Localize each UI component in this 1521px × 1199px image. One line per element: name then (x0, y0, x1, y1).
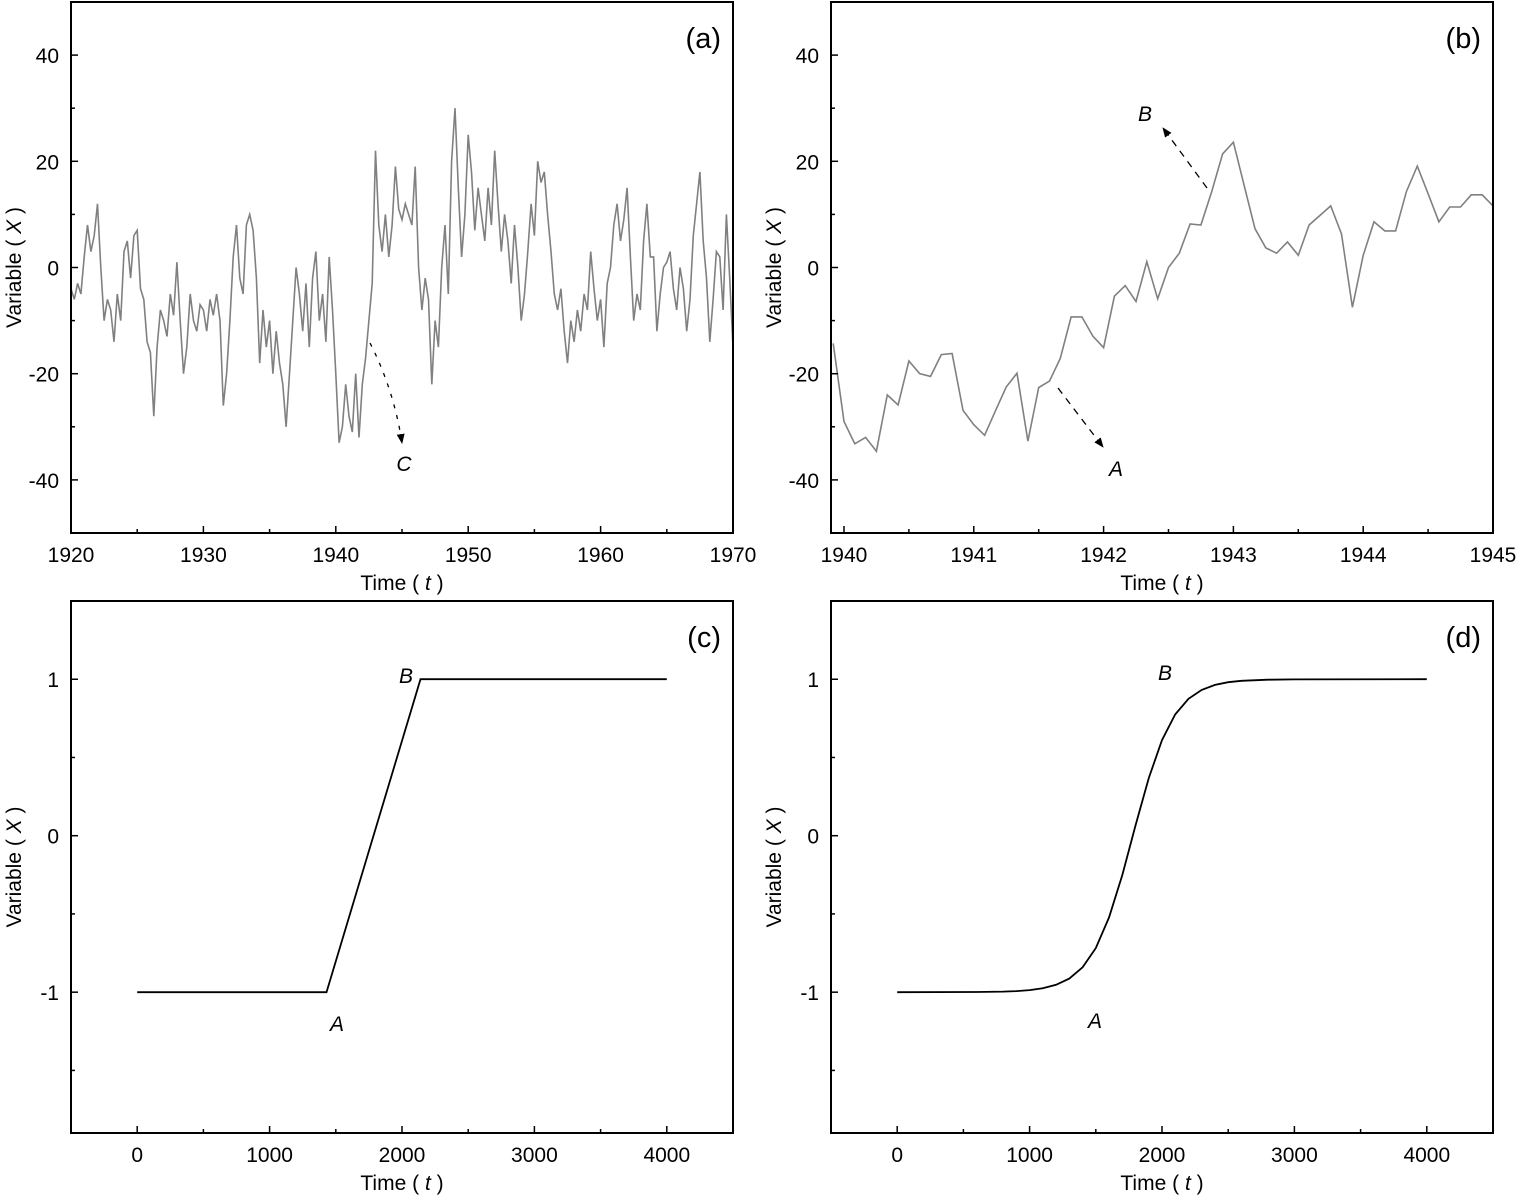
x-tick-label: 0 (891, 1144, 903, 1167)
x-axis-title-var: t (1185, 572, 1192, 595)
annotation-label-A: A (328, 1013, 344, 1036)
series-line (71, 108, 733, 443)
x-tick-label: 2000 (1139, 1144, 1186, 1167)
x-tick-label: 0 (131, 1144, 143, 1167)
x-tick-label: 1920 (48, 544, 95, 567)
y-tick-label: 0 (47, 258, 59, 281)
y-tick-label: -20 (789, 364, 819, 387)
y-axis-title-part: Variable ( (3, 833, 26, 927)
annotation-label-B: B (1158, 662, 1172, 685)
x-tick-label: 1940 (312, 544, 359, 567)
x-axis-title-var: t (1185, 1172, 1192, 1195)
panel-b: 1940 1941 1942 1943 1944 1945 -40 -20 0 20 40 Time … (763, 1, 1517, 595)
y-axis-title-var: X (763, 818, 786, 834)
y-axis-title: Variable ( X ) (3, 207, 26, 328)
x-axis-title-part: Time ( (1120, 572, 1185, 595)
x-tick-label: 1970 (710, 544, 757, 567)
x-axis-title: Time ( t ) (360, 1172, 443, 1195)
panel-label: (a) (686, 23, 721, 55)
x-axis-title: Time ( t ) (1120, 1172, 1203, 1195)
y-tick-label: -40 (29, 470, 59, 493)
x-axis-title-part: ) (431, 572, 444, 595)
annotation-label-A: A (1107, 458, 1123, 481)
x-axis-title-part: Time ( (1120, 1172, 1185, 1195)
panel-a: 1920 1930 1940 1950 1960 1970 -40 -20 0 20 40 Time … (3, 1, 757, 595)
y-tick-label: 0 (807, 826, 819, 849)
x-tick-label: 1000 (1006, 1144, 1053, 1167)
y-tick-label: -1 (40, 982, 59, 1005)
x-tick-label: 3000 (1271, 1144, 1318, 1167)
x-tick-label: 1945 (1470, 544, 1517, 567)
y-tick-label: 20 (36, 151, 59, 174)
y-axis-title-part: ) (763, 807, 786, 820)
x-axis-title: Time ( t ) (1120, 572, 1203, 595)
x-tick-label: 1930 (180, 544, 227, 567)
annotation-arrow-C (369, 342, 405, 444)
x-axis-title-part: Time ( (360, 1172, 425, 1195)
series-line (897, 678, 1427, 994)
annotation-label-C: C (396, 453, 412, 476)
y-axis-title: Variable ( X ) (763, 207, 786, 328)
y-tick-label: -20 (29, 364, 59, 387)
y-axis-title: Variable ( X ) (3, 807, 26, 928)
y-tick-label: 1 (807, 669, 819, 692)
panel-label: (d) (1446, 622, 1481, 654)
y-axis-title-part: Variable ( (3, 234, 26, 328)
annotation-label-A: A (1086, 1010, 1102, 1033)
x-tick-label: 1940 (821, 544, 868, 567)
y-tick-label: 0 (47, 826, 59, 849)
panel-label: (c) (687, 622, 721, 654)
annotation-label-B: B (1138, 103, 1152, 126)
series-line (832, 140, 1493, 454)
y-axis-title-var: X (3, 219, 26, 235)
y-axis-title-var: X (3, 818, 26, 834)
x-tick-label: 1950 (445, 544, 492, 567)
x-tick-label: 1960 (577, 544, 624, 567)
x-axis-title-part: ) (431, 1172, 444, 1195)
y-tick-label: 40 (36, 45, 59, 68)
y-axis-title-var: X (763, 219, 786, 235)
y-axis-title: Variable ( X ) (763, 807, 786, 928)
y-tick-label: 0 (807, 258, 819, 281)
x-axis-title-part: ) (1191, 1172, 1204, 1195)
x-tick-label: 1944 (1340, 544, 1387, 567)
y-axis-title-part: ) (763, 207, 786, 220)
x-axis-title-part: ) (1191, 572, 1204, 595)
y-tick-label: -1 (800, 982, 819, 1005)
x-tick-label: 1942 (1080, 544, 1127, 567)
x-axis-title-var: t (425, 1172, 432, 1195)
x-tick-label: 3000 (511, 1144, 558, 1167)
x-tick-label: 2000 (379, 1144, 426, 1167)
x-tick-label: 1941 (950, 544, 997, 567)
panel-label: (b) (1446, 23, 1481, 55)
x-tick-label: 4000 (643, 1144, 690, 1167)
annotation-label-B: B (399, 665, 413, 688)
annotation-arrow-B (1162, 127, 1208, 189)
y-tick-label: 20 (796, 151, 819, 174)
plot-frame (830, 1, 1494, 534)
x-tick-label: 1000 (246, 1144, 293, 1167)
x-axis-title: Time ( t ) (360, 572, 443, 595)
y-axis-title-part: ) (3, 207, 26, 220)
y-axis-title-part: Variable ( (763, 833, 786, 927)
y-axis-title-part: Variable ( (763, 234, 786, 328)
x-tick-label: 1943 (1210, 544, 1257, 567)
y-axis-title-part: ) (3, 807, 26, 820)
y-tick-label: 1 (47, 669, 59, 692)
x-tick-label: 4000 (1403, 1144, 1450, 1167)
y-tick-label: -40 (789, 470, 819, 493)
x-axis-title-var: t (425, 572, 432, 595)
y-tick-label: 40 (796, 45, 819, 68)
annotation-arrow-A (1057, 387, 1104, 448)
x-axis-title-part: Time ( (360, 572, 425, 595)
series-line (137, 678, 667, 994)
